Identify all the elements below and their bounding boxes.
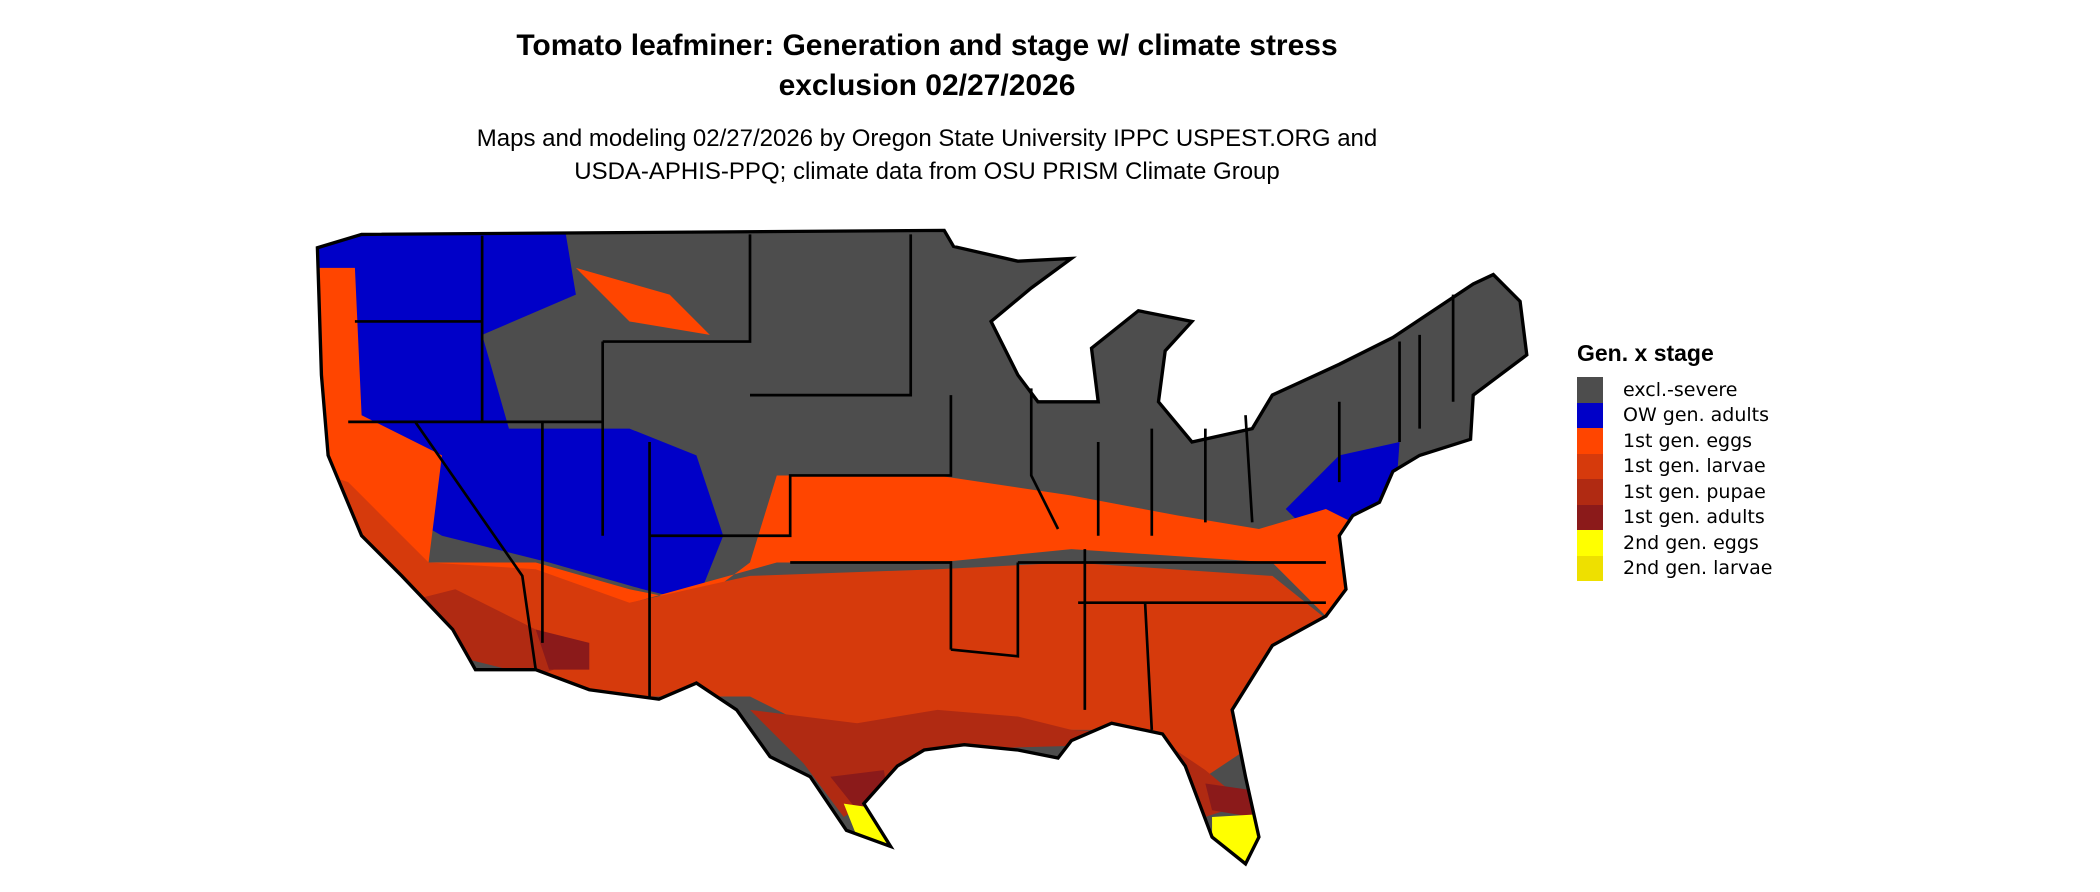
legend-item: 1st gen. eggs (1577, 428, 1772, 454)
legend-item: 1st gen. pupae (1577, 479, 1772, 505)
map-subtitle: Maps and modeling 02/27/2026 by Oregon S… (0, 122, 1854, 188)
legend-label: 1st gen. eggs (1623, 429, 1753, 452)
legend-swatch (1577, 402, 1603, 428)
legend-label: 2nd gen. larvae (1623, 557, 1773, 580)
legend-label: 1st gen. adults (1623, 506, 1765, 529)
state-borders (348, 234, 1455, 730)
legend-item: excl.-severe (1577, 377, 1772, 403)
region-1st-eggs-north (575, 267, 710, 335)
legend: Gen. x stage excl.-severe OW gen. adults 1… (1577, 340, 1772, 581)
subtitle-line-2: USDA-APHIS-PPQ; climate data from OSU PR… (574, 158, 1280, 185)
legend-swatch (1577, 479, 1603, 505)
legend-swatch (1577, 428, 1603, 454)
legend-item: 1st gen. adults (1577, 504, 1772, 530)
legend-item: 2nd gen. larvae (1577, 555, 1773, 581)
subtitle-line-1: Maps and modeling 02/27/2026 by Oregon S… (476, 125, 1378, 152)
legend-items: excl.-severe OW gen. adults 1st gen. eggs 1… (1577, 377, 1772, 581)
region-1st-pupae-sw (401, 589, 590, 677)
legend-label: 2nd gen. eggs (1623, 531, 1759, 554)
legend-title: Gen. x stage (1577, 340, 1714, 366)
legend-item: 2nd gen. eggs (1577, 530, 1772, 556)
legend-label: excl.-severe (1623, 378, 1738, 401)
legend-item: OW gen. adults (1577, 402, 1772, 428)
map-title: Tomato leafminer: Generation and stage w… (0, 26, 1854, 106)
legend-label: 1st gen. larvae (1623, 455, 1766, 478)
legend-swatch (1577, 377, 1603, 403)
title-line-2: exclusion 02/27/2026 (778, 69, 1076, 102)
region-2nd-eggs (843, 803, 1259, 864)
legend-swatch (1577, 504, 1603, 530)
title-line-1: Tomato leafminer: Generation and stage w… (516, 29, 1338, 62)
region-1st-larvae (317, 455, 1340, 777)
region-1st-eggs (317, 267, 1380, 630)
legend-label: OW gen. adults (1623, 404, 1770, 427)
legend-item: 1st gen. larvae (1577, 453, 1772, 479)
legend-label: 1st gen. pupae (1623, 480, 1766, 503)
legend-swatch (1577, 453, 1603, 479)
legend-swatch (1577, 555, 1603, 581)
legend-swatch (1577, 530, 1603, 556)
